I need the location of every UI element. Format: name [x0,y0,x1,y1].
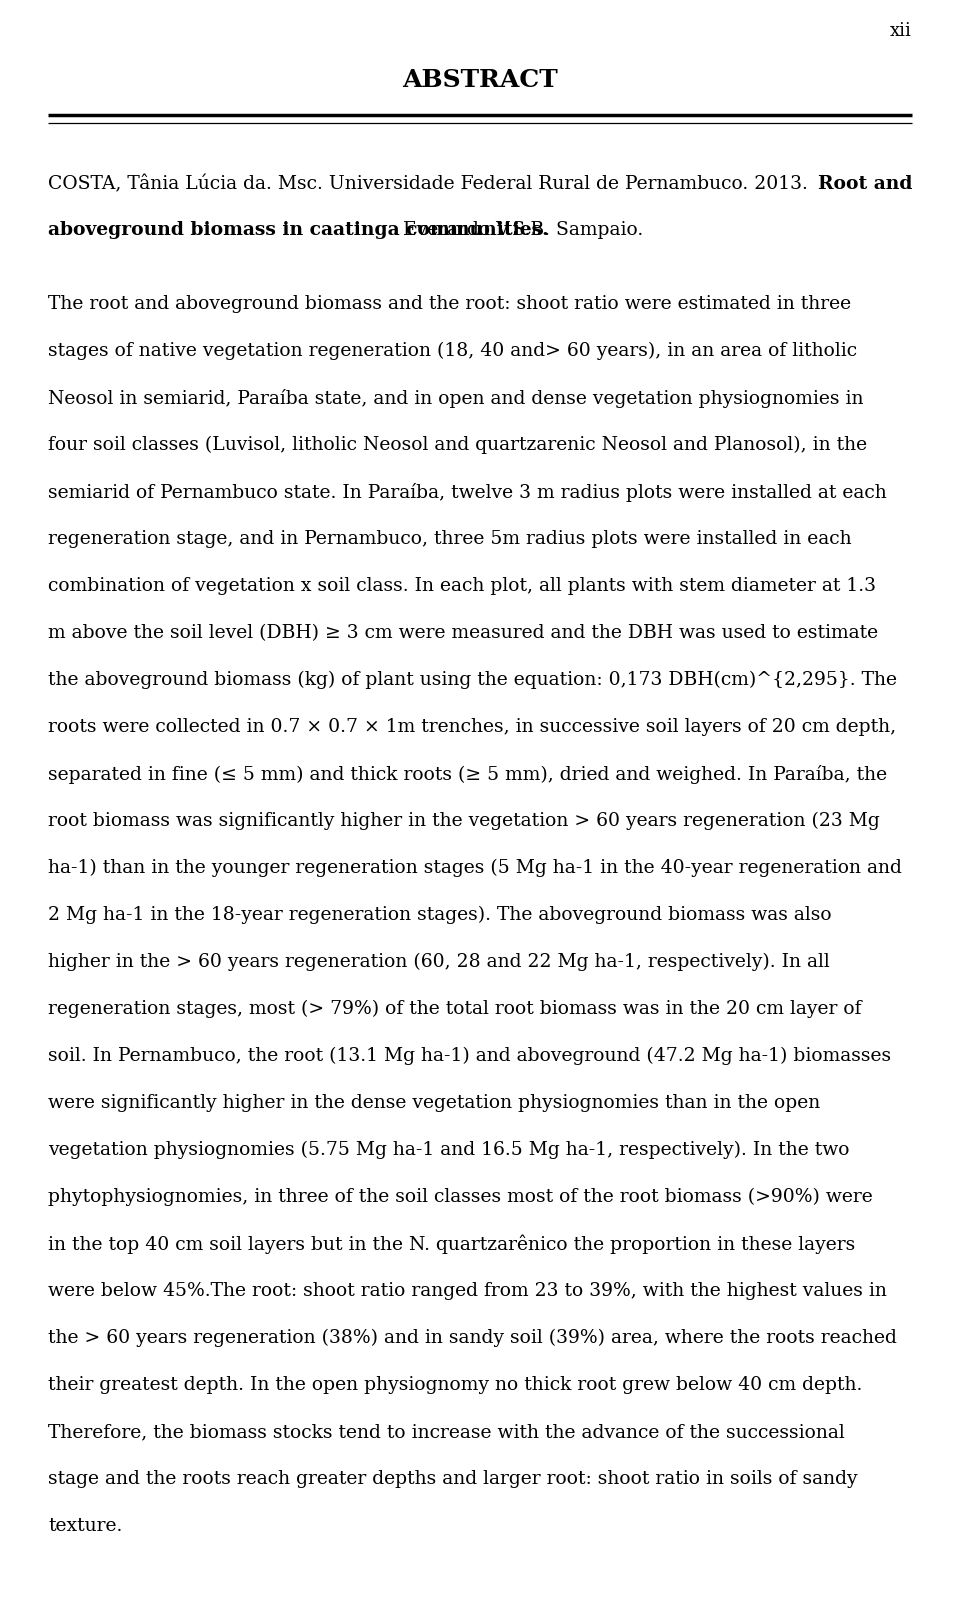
Text: m above the soil level (DBH) ≥ 3 cm were measured and the DBH was used to estima: m above the soil level (DBH) ≥ 3 cm were… [48,624,878,642]
Text: stages of native vegetation regeneration (18, 40 and> 60 years), in an area of l: stages of native vegetation regeneration… [48,342,857,361]
Text: xii: xii [890,22,912,40]
Text: regeneration stages, most (> 79%) of the total root biomass was in the 20 cm lay: regeneration stages, most (> 79%) of the… [48,1000,861,1019]
Text: higher in the > 60 years regeneration (60, 28 and 22 Mg ha-1, respectively). In : higher in the > 60 years regeneration (6… [48,953,829,971]
Text: root biomass was significantly higher in the vegetation > 60 years regeneration : root biomass was significantly higher in… [48,811,879,830]
Text: The root and aboveground biomass and the root: shoot ratio were estimated in thr: The root and aboveground biomass and the… [48,295,852,313]
Text: roots were collected in 0.7 × 0.7 × 1m trenches, in successive soil layers of 20: roots were collected in 0.7 × 0.7 × 1m t… [48,719,896,736]
Text: texture.: texture. [48,1517,122,1535]
Text: Neosol in semiarid, Paraíba state, and in open and dense vegetation physiognomie: Neosol in semiarid, Paraíba state, and i… [48,390,863,407]
Text: four soil classes (Luvisol, litholic Neosol and quartzarenic Neosol and Planosol: four soil classes (Luvisol, litholic Neo… [48,436,867,454]
Text: the > 60 years regeneration (38%) and in sandy soil (39%) area, where the roots : the > 60 years regeneration (38%) and in… [48,1329,897,1348]
Text: in the top 40 cm soil layers but in the N. quartzarênico the proportion in these: in the top 40 cm soil layers but in the … [48,1234,855,1255]
Text: Therefore, the biomass stocks tend to increase with the advance of the successio: Therefore, the biomass stocks tend to in… [48,1423,845,1440]
Text: vegetation physiognomies (5.75 Mg ha-1 and 16.5 Mg ha-1, respectively). In the t: vegetation physiognomies (5.75 Mg ha-1 a… [48,1140,850,1159]
Text: their greatest depth. In the open physiognomy no thick root grew below 40 cm dep: their greatest depth. In the open physio… [48,1377,862,1394]
Text: Everardo V.S.B. Sampaio.: Everardo V.S.B. Sampaio. [397,220,643,240]
Text: were significantly higher in the dense vegetation physiognomies than in the open: were significantly higher in the dense v… [48,1094,820,1112]
Text: the aboveground biomass (kg) of plant using the equation: 0,173 DBH(cm)^{2,295}.: the aboveground biomass (kg) of plant us… [48,671,897,690]
Text: phytophysiognomies, in three of the soil classes most of the root biomass (>90%): phytophysiognomies, in three of the soil… [48,1188,873,1206]
Text: Root and: Root and [818,176,912,193]
Text: combination of vegetation x soil class. In each plot, all plants with stem diame: combination of vegetation x soil class. … [48,577,876,596]
Text: separated in fine (≤ 5 mm) and thick roots (≥ 5 mm), dried and weighed. In Paraí: separated in fine (≤ 5 mm) and thick roo… [48,765,887,784]
Text: COSTA, Tânia Lúcia da. Msc. Universidade Federal Rural de Pernambuco. 2013.: COSTA, Tânia Lúcia da. Msc. Universidade… [48,176,814,193]
Text: stage and the roots reach greater depths and larger root: shoot ratio in soils o: stage and the roots reach greater depths… [48,1469,857,1488]
Text: were below 45%.The root: shoot ratio ranged from 23 to 39%, with the highest val: were below 45%.The root: shoot ratio ran… [48,1282,887,1300]
Text: semiarid of Pernambuco state. In Paraíba, twelve 3 m radius plots were installed: semiarid of Pernambuco state. In Paraíba… [48,482,887,501]
Text: 2 Mg ha-1 in the 18-year regeneration stages). The aboveground biomass was also: 2 Mg ha-1 in the 18-year regeneration st… [48,905,831,925]
Text: regeneration stage, and in Pernambuco, three 5m radius plots were installed in e: regeneration stage, and in Pernambuco, t… [48,530,852,548]
Text: soil. In Pernambuco, the root (13.1 Mg ha-1) and aboveground (47.2 Mg ha-1) biom: soil. In Pernambuco, the root (13.1 Mg h… [48,1048,891,1065]
Text: ABSTRACT: ABSTRACT [402,69,558,93]
Text: ha-1) than in the younger regeneration stages (5 Mg ha-1 in the 40-year regenera: ha-1) than in the younger regeneration s… [48,859,901,877]
Text: aboveground biomass in caatinga communities.: aboveground biomass in caatinga communit… [48,220,548,240]
